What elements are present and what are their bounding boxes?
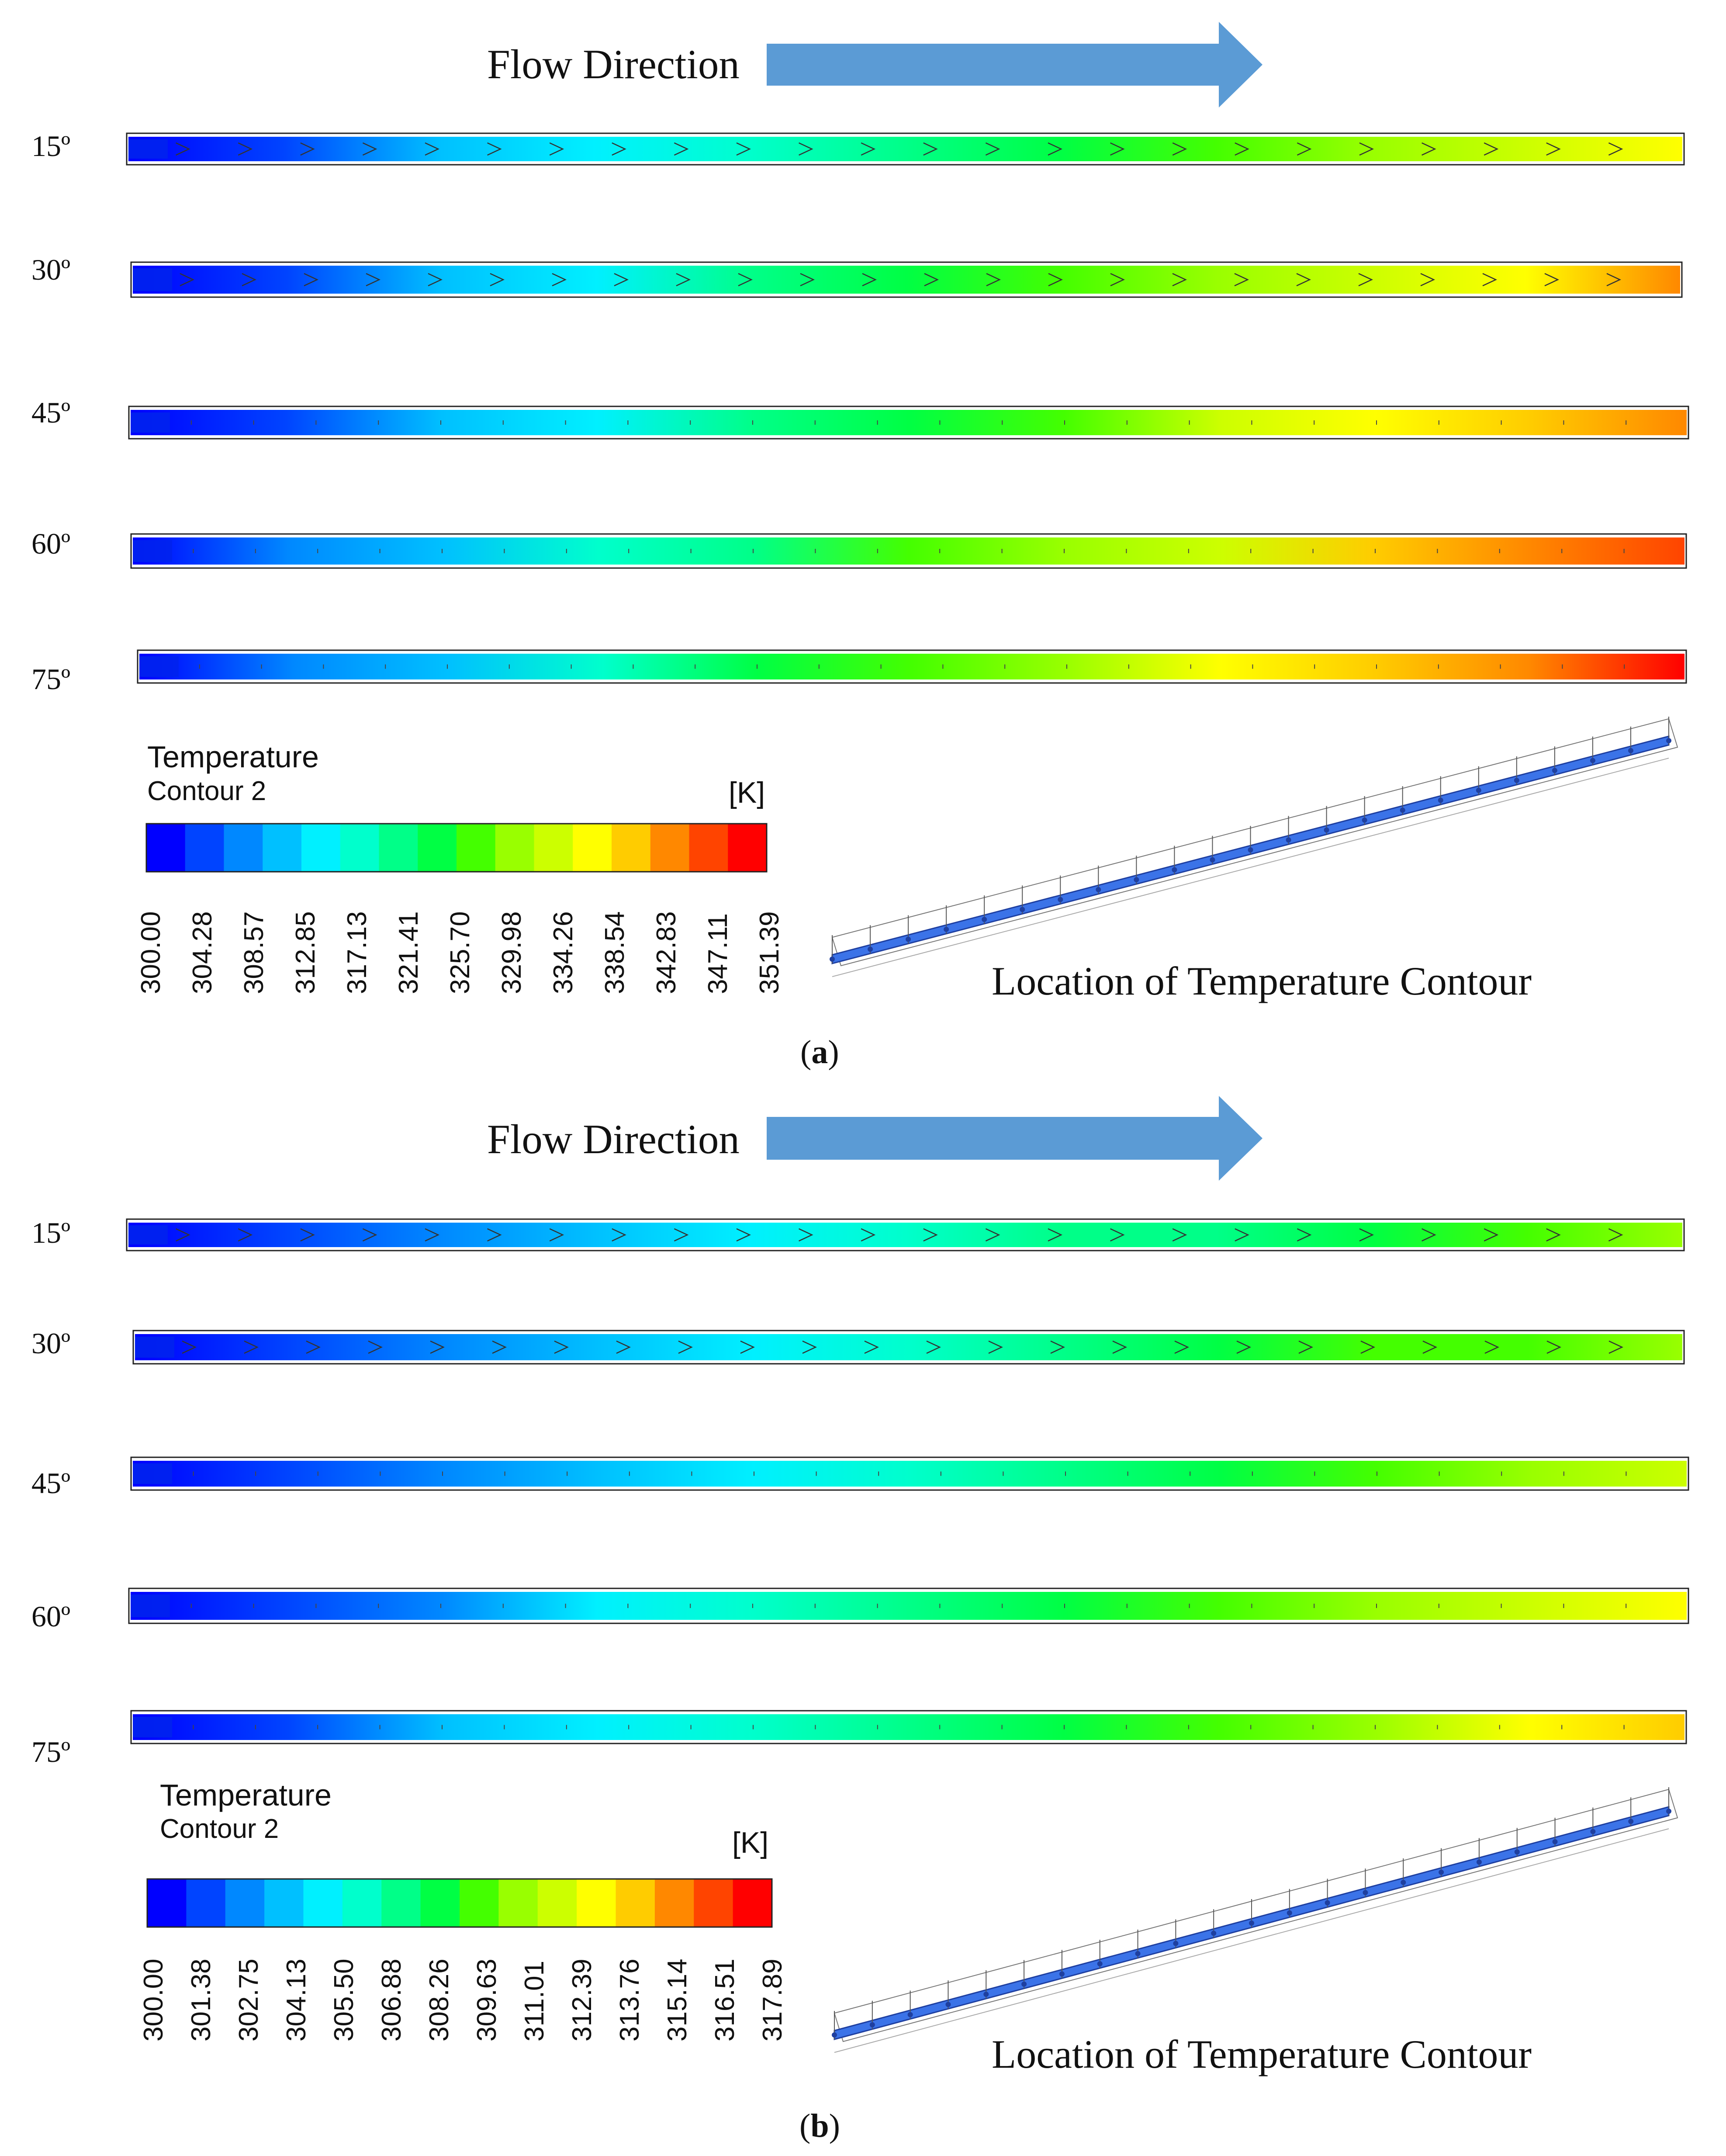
- legend-tick: 329.98: [497, 911, 527, 994]
- location-3d-view: [832, 1787, 1678, 2053]
- legend-subtitle: Contour 2: [160, 1814, 279, 1844]
- legend-tick: 308.26: [424, 1958, 454, 2042]
- legend-tick: 308.57: [239, 911, 269, 994]
- temperature-contour-tube: [126, 1218, 1685, 1251]
- legend-tick: 334.26: [548, 911, 578, 994]
- legend-tick: 300.00: [136, 911, 166, 994]
- legend-tick: 316.51: [710, 1958, 740, 2042]
- legend-unit: [K]: [729, 776, 765, 809]
- angle-label-75: 75º: [31, 1735, 71, 1768]
- angle-label-75: 75º: [31, 662, 71, 696]
- legend-tick: 347.11: [703, 913, 733, 994]
- legend-colorbar: [145, 823, 768, 873]
- legend-tick: 342.83: [651, 911, 681, 994]
- temperature-contour-tube: [130, 533, 1687, 569]
- flow-arrow-icon: [767, 1096, 1263, 1181]
- temperature-contour-tube: [130, 1710, 1687, 1744]
- legend-title: Temperature: [160, 1778, 332, 1812]
- legend-tick: 301.38: [186, 1958, 216, 2042]
- legend-tick: 338.54: [600, 911, 630, 994]
- location-3d-view: [830, 717, 1678, 977]
- temperature-contour-tube: [130, 1456, 1689, 1491]
- legend-tick: 311.01: [519, 1960, 550, 2042]
- legend-unit: [K]: [732, 1826, 769, 1859]
- angle-label-30: 30º: [31, 253, 71, 286]
- temperature-contour-tube: [132, 1330, 1685, 1365]
- flow-direction-label: Flow Direction: [487, 41, 740, 87]
- location-label: Location of Temperature Contour: [992, 959, 1532, 1003]
- legend-tick: 309.63: [472, 1958, 502, 2042]
- legend-title: Temperature: [147, 740, 319, 774]
- legend-tick: 321.41: [394, 911, 424, 994]
- legend-tick: 317.89: [758, 1958, 788, 2042]
- flow-direction-label: Flow Direction: [487, 1116, 740, 1162]
- legend-tick: 351.39: [754, 911, 785, 994]
- legend-tick: 304.13: [281, 1958, 311, 2042]
- legend-tick: 300.00: [138, 1958, 169, 2042]
- legend-tick: 315.14: [662, 1958, 692, 2042]
- panel-caption-a: (a): [800, 1034, 839, 1071]
- legend-tick: 317.13: [342, 911, 372, 994]
- angle-label-45: 45º: [31, 1466, 71, 1500]
- legend-tick: 302.75: [234, 1958, 264, 2042]
- legend-tick: 306.88: [377, 1958, 407, 2042]
- temperature-contour-tube: [128, 406, 1689, 440]
- legend-tick: 313.76: [615, 1958, 645, 2042]
- legend-colorbar: [146, 1878, 773, 1928]
- legend-tick: 325.70: [445, 911, 475, 994]
- legend-tick: 305.50: [329, 1958, 359, 2042]
- panel-caption-b: (b): [799, 2107, 840, 2144]
- location-label: Location of Temperature Contour: [992, 2032, 1532, 2076]
- legend-tick: 312.39: [567, 1958, 597, 2042]
- legend-subtitle: Contour 2: [147, 776, 266, 806]
- temperature-contour-tube: [128, 1588, 1689, 1624]
- angle-label-45: 45º: [31, 396, 71, 429]
- temperature-contour-tube: [137, 649, 1687, 684]
- angle-label-60: 60º: [31, 527, 71, 560]
- angle-label-60: 60º: [31, 1600, 71, 1633]
- angle-label-15: 15º: [31, 1216, 71, 1249]
- temperature-contour-tube: [130, 261, 1683, 298]
- angle-label-30: 30º: [31, 1327, 71, 1360]
- temperature-contour-tube: [126, 132, 1685, 166]
- legend-tick: 304.28: [187, 911, 218, 994]
- angle-label-15: 15º: [31, 129, 71, 163]
- legend-tick: 312.85: [291, 911, 321, 994]
- flow-arrow-icon: [767, 22, 1263, 107]
